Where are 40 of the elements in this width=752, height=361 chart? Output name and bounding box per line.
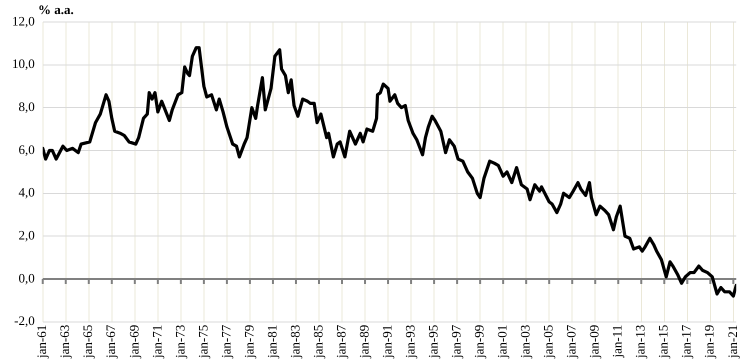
y-tick-label: 0,0 [18,270,35,286]
y-tick-label: 2,0 [18,228,35,243]
x-tick-label: jan-89 [356,324,372,360]
y-tick-label: 4,0 [18,184,35,200]
x-tick-label: jan-71 [149,324,164,360]
x-tick-label: jan-15 [656,324,671,360]
x-tick-label: jan-03 [518,324,533,360]
x-tick-label: jan-69 [126,324,142,360]
x-tick-label: jan-79 [241,324,256,360]
x-tick-label: jan-99 [472,324,487,360]
y-tick-label: 8,0 [18,99,35,114]
y-tick-label: 12,0 [12,13,35,28]
x-tick-label: jan-95 [426,324,441,360]
y-axis-title: % a.a. [38,2,74,18]
x-tick-label: jan-87 [333,324,348,360]
x-tick-label: jan-83 [287,324,302,360]
x-tick-label: jan-73 [172,324,188,360]
x-tick-label: jan-07 [564,324,579,360]
x-tick-label: jan-97 [448,324,464,360]
x-tick-label: jan-93 [402,324,418,360]
x-tick-label: jan-11 [610,324,625,359]
x-tick-label: jan-77 [218,324,234,360]
x-tick-label: jan-67 [103,324,118,360]
x-tick-label: jan-21 [724,324,740,360]
y-tick-label: 6,0 [18,142,35,157]
x-tick-label: jan-17 [678,324,694,360]
x-tick-label: jan-19 [702,324,717,360]
x-tick-label: jan-91 [379,324,394,360]
x-tick-label: jan-65 [80,324,96,360]
x-tick-label: jan-01 [494,324,510,360]
x-tick-label: jan-81 [264,324,280,360]
x-tick-label: jan-85 [310,324,326,360]
x-tick-label: jan-05 [540,324,556,360]
y-tick-label: 10,0 [12,56,35,72]
x-tick-label: jan-63 [57,324,72,360]
x-tick-label: jan-09 [586,324,602,360]
y-tick-label: -2,0 [14,313,35,328]
x-tick-label: jan-61 [34,324,50,360]
x-tick-label: jan-75 [195,324,210,360]
x-tick-label: jan-13 [632,324,648,360]
